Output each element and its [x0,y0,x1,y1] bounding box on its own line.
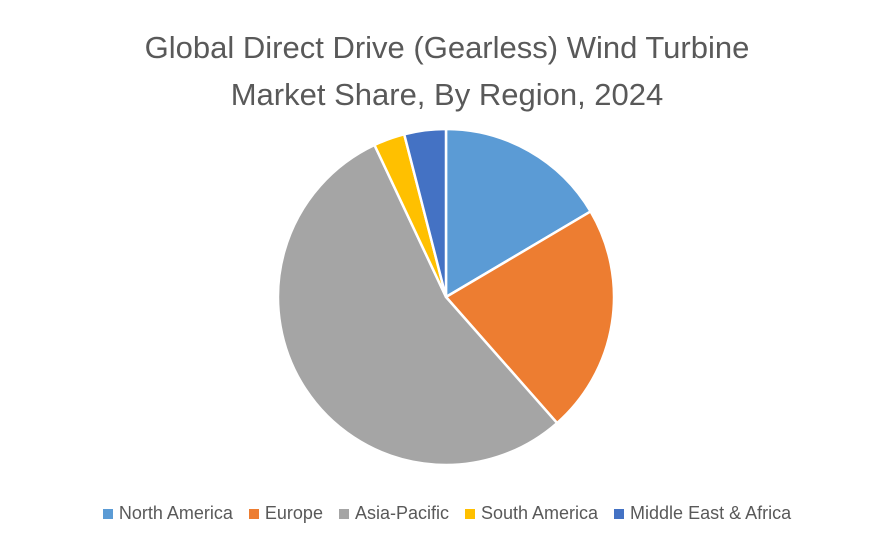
legend-label-south-america: South America [480,503,599,523]
legend-item-north-america: North America [102,503,233,524]
legend-item-south-america: South America [464,503,599,524]
legend-label-middle-east-africa: Middle East & Africa [630,503,792,523]
legend-swatch-north-america [102,508,113,519]
legend-item-asia-pacific: Asia-Pacific [338,503,449,524]
pie-slice-north-america [444,127,592,299]
legend-label-north-america: North America [118,503,233,523]
legend-item-middle-east-africa: Middle East & Africa [614,503,791,524]
chart-title-line-2: Market Share, By Region, 2024 [230,77,664,112]
pie-slice-asia-pacific [276,143,559,467]
chart-title: Global Direct Drive (Gearless) Wind Turb… [0,24,894,118]
legend-label-asia-pacific: Asia-Pacific [354,503,449,523]
legend-swatch-middle-east-africa [614,508,625,519]
legend-swatch-asia-pacific [338,508,349,519]
legend-swatch-south-america [464,508,475,519]
legend-swatch-europe [248,508,259,519]
pie-slice-europe [444,210,616,425]
chart-title-line-1: Global Direct Drive (Gearless) Wind Turb… [144,30,750,65]
pie-slice-middle-east-africa [402,127,448,299]
legend-label-europe: Europe [264,503,323,523]
legend-item-europe: Europe [248,503,323,524]
legend: North America Europe Asia-Pacific South … [0,503,894,524]
